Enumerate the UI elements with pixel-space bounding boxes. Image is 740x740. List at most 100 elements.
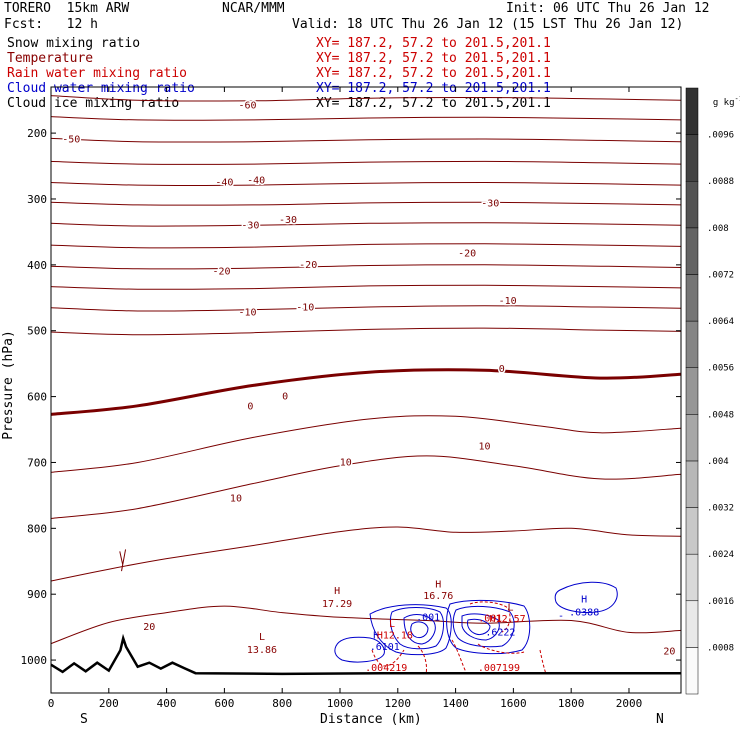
y-tick-label: 1000 [21, 654, 48, 667]
colorbar-bin [685, 553, 699, 602]
terrain-profile [50, 633, 681, 676]
y-tick-label: 300 [27, 193, 47, 206]
rain-water-contour [469, 601, 511, 633]
field-xy-cloud-ice: XY= 187.2, 57.2 to 201.5,201.1 [316, 96, 551, 111]
y-tick-label: 800 [27, 522, 47, 535]
x-tick-label: 400 [157, 697, 177, 710]
temperature-contour-label: -10 [238, 307, 256, 318]
temperature-contour-label: 20 [663, 647, 675, 658]
terrain-line [50, 633, 681, 676]
temperature-contour [50, 222, 682, 227]
temperature-contour [50, 264, 682, 270]
y-tick-label: 600 [27, 391, 47, 404]
field-xy-temperature: XY= 187.2, 57.2 to 201.5,201.1 [316, 51, 551, 66]
cloud-water-contour [403, 614, 436, 645]
temperature-contour [50, 327, 682, 336]
temperature-contour-label: -40 [247, 176, 265, 187]
cloud-water-contour [446, 599, 531, 655]
temperature-contour [50, 455, 682, 519]
temperature-contour-label: 10 [230, 494, 242, 505]
rain-water-contour [451, 639, 467, 673]
extremum-label: L [389, 619, 395, 630]
colorbar-tick-label: .0032 [707, 504, 734, 514]
temperature-contour [50, 526, 682, 582]
extremum-label: .6222 [485, 627, 515, 638]
y-tick-label: 700 [27, 456, 47, 469]
colorbar-bin [685, 134, 699, 182]
temperature-contour-label: -20 [212, 266, 230, 277]
temperature-contour [50, 243, 682, 249]
temperature-contour [119, 549, 127, 572]
field-label-cloud-water: Cloud water mixing ratio [7, 81, 195, 96]
extremum-label: - [558, 611, 564, 622]
end-label: N [656, 712, 664, 727]
colorbar-tick-label: .0072 [707, 270, 734, 280]
rain-water-contour [539, 649, 547, 675]
valid-time: Valid: 18 UTC Thu 26 Jan 12 (15 LST Thu … [292, 17, 684, 32]
colorbar-bin [685, 460, 699, 508]
init-time: Init: 06 UTC Thu 26 Jan 12 [506, 1, 710, 16]
rain-water-contour [371, 649, 405, 667]
temperature-contour-label: -10 [499, 296, 517, 307]
cloud-water-contour [467, 618, 491, 635]
extremum-label: H12.18 [377, 631, 413, 642]
temperature-contour-label: -10 [296, 303, 314, 314]
temperature-contour-label: -60 [238, 100, 256, 111]
x-tick-label: 1600 [500, 697, 527, 710]
temperature-contour [50, 181, 682, 186]
cloud-water-contour [452, 605, 515, 648]
temperature-contour-label: 10 [478, 442, 490, 453]
temperature-contour-label: -30 [481, 199, 499, 210]
colorbar: .0008 .0016 .0024 .0032 .004 .0048 .0056 .0064.… [685, 87, 734, 695]
temperature-contour-label: -40 [215, 178, 233, 189]
temperature-contour-label: 0 [499, 364, 505, 375]
temperature-contour [50, 368, 682, 416]
x-tick-label: 800 [272, 697, 292, 710]
temperature-contour-label: 10 [340, 457, 352, 468]
temperature-contour [50, 95, 682, 102]
plot-frame [50, 86, 682, 694]
temperature-contour-label: -30 [279, 215, 297, 226]
rain-water-contour [477, 643, 525, 654]
x-axis-label: Distance (km) [320, 712, 422, 727]
temperature-contour-label: -50 [62, 135, 80, 146]
x-tick-label: 1400 [442, 697, 469, 710]
colorbar-bin [685, 414, 699, 462]
temperature-contour [50, 116, 682, 121]
temperature-contour [50, 160, 682, 165]
field-xy-snow: XY= 187.2, 57.2 to 201.5,201.1 [316, 36, 551, 51]
colorbar-tick-label: .0016 [707, 597, 734, 607]
temperature-contour-label: 0 [247, 401, 253, 412]
extremum-label: .0388 [569, 608, 599, 619]
extremum-label: 13.86 [247, 645, 277, 656]
colorbar-tick-label: .0048 [707, 410, 734, 420]
temperature-contour [50, 201, 682, 206]
extremum-label: .6101 [370, 642, 400, 653]
extremum-label: 17.29 [322, 599, 352, 610]
field-xy-rain: XY= 187.2, 57.2 to 201.5,201.1 [316, 66, 551, 81]
colorbar-tick-label: .0096 [707, 131, 734, 141]
org-label: NCAR/MMM [222, 1, 285, 16]
temperature-contour-label: 0 [282, 392, 288, 403]
cloud-water-contour [554, 581, 618, 613]
colorbar-tick-label: .008 [707, 224, 729, 234]
colorbar-unit-text: g kg [712, 98, 735, 108]
extremum-label: H [581, 594, 587, 605]
x-tick-label: 1800 [558, 697, 585, 710]
plot-axes: 0 200 400 600 800 1000 1200 1400 1600 1800 2000200… [21, 87, 681, 710]
extremum-label: H [435, 579, 441, 590]
colorbar-bin [685, 180, 699, 229]
extremum-label: .004219 [365, 663, 407, 674]
cloud-water-contour [461, 613, 500, 641]
x-tick-label: 200 [99, 697, 119, 710]
colorbar-tick-label: .0088 [707, 177, 734, 187]
x-tick-label: 2000 [616, 697, 643, 710]
extremum-label: L [507, 602, 513, 613]
cloud-water-contour [410, 621, 429, 639]
temperature-contour-label: 20 [143, 622, 155, 633]
x-tick-label: 1200 [385, 697, 412, 710]
colorbar-bin [685, 507, 699, 555]
cloud-water-contour [369, 604, 452, 656]
colorbar-tick-label: .0024 [707, 550, 734, 560]
